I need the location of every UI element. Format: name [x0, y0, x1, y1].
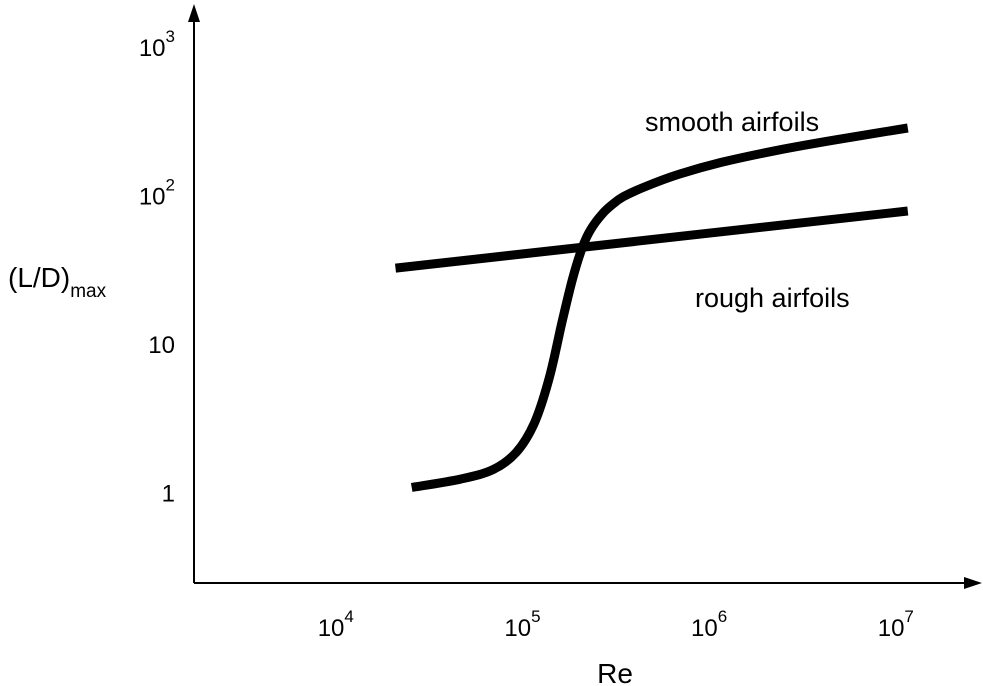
x-axis [194, 577, 982, 589]
series-line-rough [395, 206, 909, 273]
y-tick-label: 102 [139, 176, 175, 211]
y-axis-title-subscript: max [70, 281, 106, 302]
series-line-smooth [410, 123, 909, 492]
x-tick-label: 107 [878, 607, 914, 642]
series-layer [395, 123, 909, 492]
x-axis-title: Re [597, 658, 633, 686]
x-tick-label: 106 [691, 607, 727, 642]
x-tick-label: 105 [504, 607, 540, 642]
y-tick-label: 10 [148, 332, 175, 359]
y-axis [188, 4, 200, 583]
x-tick-label: 104 [318, 607, 354, 642]
series-label-rough: rough airfoils [695, 283, 850, 313]
series-labels: smooth airfoils rough airfoils [645, 107, 850, 313]
y-tick-label: 103 [139, 27, 175, 62]
y-axis-arrowhead [188, 4, 200, 22]
y-tick-labels: 1 10 102 103 [139, 27, 175, 507]
y-axis-title-base: (L/D) [8, 262, 70, 293]
y-tick-label: 1 [162, 481, 175, 508]
x-tick-labels: 104 105 106 107 [318, 607, 914, 642]
series-label-smooth: smooth airfoils [645, 107, 819, 137]
x-axis-arrowhead [964, 577, 982, 589]
y-axis-title: (L/D)max [8, 262, 107, 302]
